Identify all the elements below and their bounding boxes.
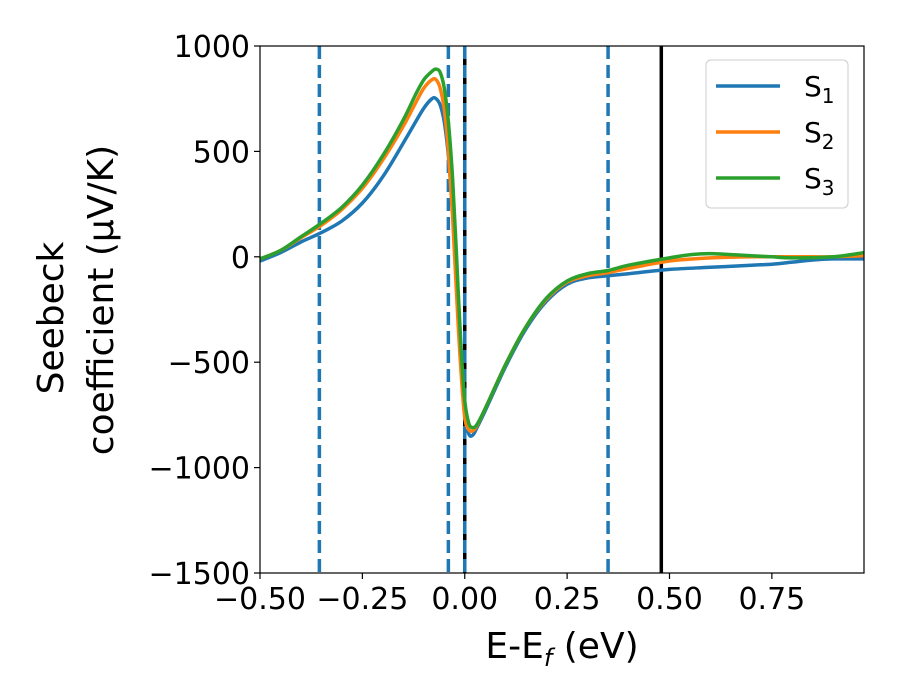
x-axis-label-main: E-E [485, 626, 543, 667]
x-tick-label: 0.25 [534, 582, 601, 617]
x-tick-label: −0.50 [214, 582, 306, 617]
x-axis-label-unit: (eV) [552, 626, 638, 667]
y-tick-label: −500 [168, 346, 250, 381]
plot-frame [259, 45, 865, 574]
x-tick-label: 0.50 [636, 582, 703, 617]
y-tick-label: −1000 [149, 452, 250, 487]
y-tick-label: 0 [231, 241, 250, 276]
legend-label-S3: S3 [804, 162, 835, 200]
x-axis-ticks: −0.50 −0.25 0.00 0.25 0.50 0.75 [214, 573, 805, 617]
legend: S1 S2 S3 [705, 59, 849, 209]
legend-box [705, 59, 849, 209]
x-tick-label: 0.00 [431, 582, 498, 617]
legend-label-S1: S1 [804, 70, 835, 108]
reference-lines [317, 46, 664, 573]
y-tick-label: −1500 [149, 557, 250, 592]
legend-label-S2: S2 [804, 116, 835, 154]
series-lines [260, 67, 864, 438]
y-axis-ticks: 1000 500 0 −500 −1000 −1500 [149, 30, 260, 592]
x-tick-label: 0.75 [738, 582, 805, 617]
y-tick-label: 500 [193, 135, 250, 170]
series-line-S3 [260, 67, 864, 430]
y-tick-label: 1000 [174, 30, 250, 65]
y-axis-label-line2: coefficient (μV/K) [81, 145, 122, 455]
y-axis-label-line1: Seebeck [31, 241, 72, 394]
x-axis-label: E-Ef (eV) [485, 626, 638, 672]
x-tick-label: −0.25 [316, 582, 408, 617]
series-line-S2 [260, 76, 864, 434]
